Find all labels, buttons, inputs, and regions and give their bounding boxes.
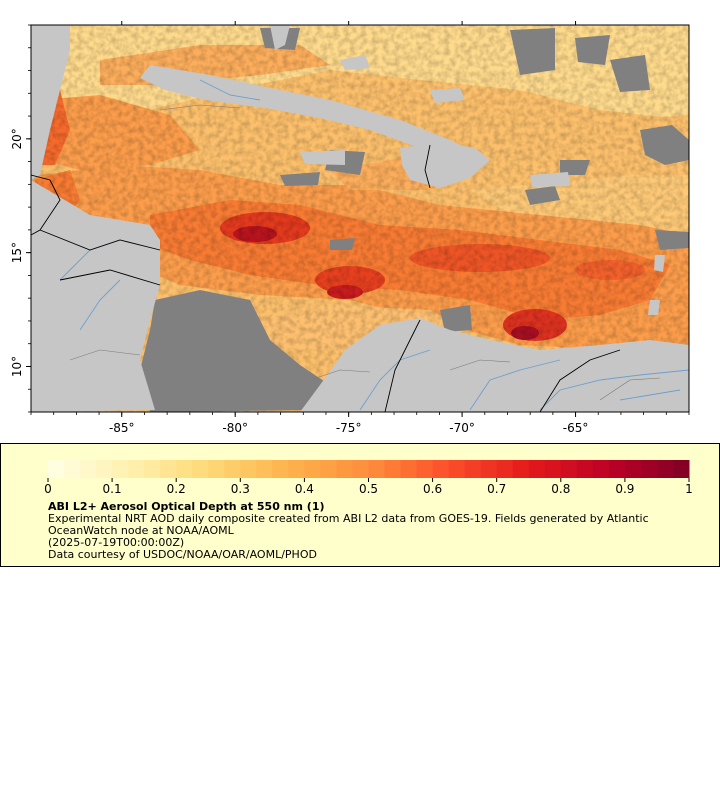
lat-tick-label: 10° [10, 356, 24, 377]
map-frame [30, 24, 690, 413]
colorbar-segment [96, 460, 113, 478]
colorbar-segment [288, 460, 305, 478]
lon-tick-label: -80° [222, 421, 248, 435]
legend-date: (2025-07-19T00:00:00Z) [48, 536, 185, 549]
land [31, 25, 689, 412]
longitude-axis: -85° -80° -75° -70° -65° [30, 21, 690, 435]
colorbar-segment [656, 460, 674, 478]
latitude-axis: 20° 15° 10° [10, 24, 31, 413]
colorbar-segment [576, 460, 594, 478]
colorbar-segment [112, 460, 129, 478]
colorbar-segment [624, 460, 642, 478]
colorbar-tick-label: 0.8 [551, 482, 570, 496]
lat-tick-label: 15° [10, 242, 24, 263]
colorbar-segment [208, 460, 225, 478]
lat-tick-label: 20° [10, 128, 24, 149]
colorbar-tick-label: 1 [685, 482, 693, 496]
colorbar-segment [464, 460, 482, 478]
colorbar-segment [352, 460, 369, 478]
colorbar-segment [480, 460, 498, 478]
legend-panel: 0 0.1 0.2 0.3 0.4 0.5 0.6 0.7 0.8 0.9 1 ABI L2+ Ae… [0, 443, 720, 567]
colorbar-tick-label: 0.7 [487, 482, 506, 496]
colorbar-segment [544, 460, 562, 478]
colorbar-segment [80, 460, 97, 478]
colorbar-segment [400, 460, 418, 478]
colorbar-segment [448, 460, 466, 478]
colorbar-tick-label: 0.5 [359, 482, 378, 496]
colorbar-segment [496, 460, 514, 478]
rivers [59, 79, 689, 411]
colorbar-segment [128, 460, 145, 478]
colorbar-segment [336, 460, 353, 478]
aod-colorbar [48, 460, 690, 478]
colorbar-segment [48, 460, 65, 478]
colorbar-segment [304, 460, 321, 478]
colorbar-segment [672, 460, 690, 478]
colorbar-segment [608, 460, 626, 478]
colorbar-tick-label: 0 [44, 482, 52, 496]
colorbar-tick-label: 0.9 [615, 482, 634, 496]
legend-credit: Data courtesy of USDOC/NOAA/OAR/AOML/PHO… [48, 548, 317, 561]
colorbar-segment [144, 460, 161, 478]
colorbar-segment [368, 460, 386, 478]
colorbar-tick-label: 0.2 [167, 482, 186, 496]
colorbar-segment [512, 460, 530, 478]
colorbar-segment [592, 460, 610, 478]
colorbar-segment [160, 460, 177, 478]
colorbar-segment [240, 460, 257, 478]
colorbar-segment [416, 460, 434, 478]
colorbar-segment [272, 460, 289, 478]
colorbar-tick-label: 0.6 [423, 482, 442, 496]
lon-tick-label: -75° [336, 421, 362, 435]
legend-description: Experimental NRT AOD daily composite cre… [48, 512, 649, 537]
legend-title: ABI L2+ Aerosol Optical Depth at 550 nm … [48, 500, 325, 513]
colorbar-tick-label: 0.4 [295, 482, 314, 496]
colorbar-segment [64, 460, 81, 478]
lon-tick-label: -65° [563, 421, 589, 435]
colorbar-segment [640, 460, 658, 478]
colorbar-tick-label: 0.1 [103, 482, 122, 496]
lon-tick-label: -85° [109, 421, 135, 435]
colorbar-segment [432, 460, 450, 478]
lon-tick-label: -70° [449, 421, 475, 435]
colorbar-segment [320, 460, 337, 478]
colorbar-segment [528, 460, 546, 478]
colorbar-segment [384, 460, 402, 478]
aod-map: -85° -80° -75° -70° -65° 20° 15° 10° [10, 21, 690, 435]
colorbar-tick-label: 0.3 [231, 482, 250, 496]
colorbar-segment [176, 460, 193, 478]
colorbar-segment [560, 460, 578, 478]
colorbar-segment [256, 460, 273, 478]
colorbar-segment [224, 460, 241, 478]
country-borders [31, 144, 621, 412]
colorbar-segment [192, 460, 209, 478]
colorbar-ticks: 0 0.1 0.2 0.3 0.4 0.5 0.6 0.7 0.8 0.9 1 [44, 478, 693, 496]
country-borders-minor [69, 104, 661, 401]
